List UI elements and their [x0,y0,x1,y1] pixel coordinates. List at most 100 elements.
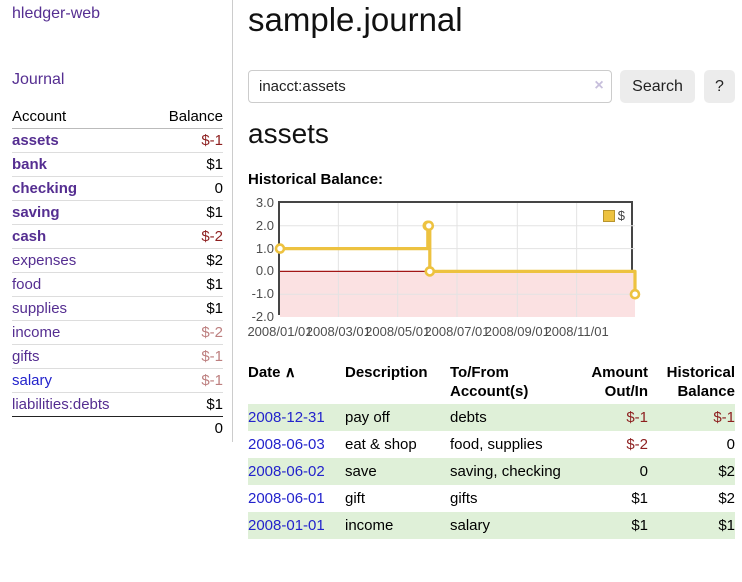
account-balance: $-1 [147,344,223,369]
transaction-accounts: salary [450,517,491,534]
transaction-amount: $-1 [626,409,648,426]
legend-label: $ [617,208,625,223]
sidebar: hledger-web Journal Account Balance asse… [0,0,233,442]
help-button[interactable]: ? [704,70,735,103]
accounts-table: Account Balance assets $-1 bank $1 checking 0… [12,105,223,440]
historical-balance-chart: $ 3.0 2.0 1.0 0.0 -1.0 -2.0 2008/01/01 2008/03… [247,195,735,342]
account-balance: $1 [147,392,223,417]
account-link[interactable]: cash [12,228,47,245]
account-row: food $1 [12,272,223,297]
account-row: income $-2 [12,320,223,345]
account-row: cash $-2 [12,224,223,249]
y-tick-label: 3.0 [255,195,274,210]
transaction-description: save [345,463,377,480]
account-balance: $1 [147,200,223,225]
account-link[interactable]: food [12,276,42,293]
account-balance: $-2 [147,224,223,249]
search-input[interactable] [248,70,612,103]
transaction-balance: 0 [726,436,735,453]
account-row: assets $-1 [12,129,223,153]
account-balance: $-1 [147,368,223,393]
transaction-date-link[interactable]: 2008-12-31 [248,409,325,426]
y-tick-label: 0.0 [255,263,274,279]
account-row: checking 0 [12,176,223,201]
account-balance: $-1 [201,132,223,149]
transactions-body: 2008-12-31 pay off debts $-1 $-1 2008-06-03 ea… [248,404,735,539]
th-description: Description [345,364,428,381]
account-balance: $2 [147,248,223,273]
transaction-amount: $-2 [626,436,648,453]
transaction-accounts: gifts [450,490,478,507]
x-tick-label: 2008/01/01 [247,324,313,339]
transaction-accounts: saving, checking [450,463,561,480]
sidebar-item-journal[interactable]: Journal [12,71,65,88]
th-balance: Historical Balance [666,364,735,400]
accounts-header-row: Account Balance [12,105,223,129]
transaction-date-link[interactable]: 2008-06-03 [248,436,325,453]
search-button[interactable]: Search [620,70,695,103]
y-tick-label: 1.0 [255,240,274,256]
account-heading: assets [248,118,329,149]
transaction-amount: $1 [631,517,648,534]
account-link[interactable]: bank [12,156,48,173]
transaction-row: 2008-12-31 pay off debts $-1 $-1 [248,404,735,431]
accounts-total-balance: 0 [147,416,223,440]
account-row: expenses $2 [12,248,223,273]
account-link[interactable]: salary [12,372,53,389]
account-row: gifts $-1 [12,344,223,369]
transaction-row: 2008-01-01 income salary $1 $1 [248,512,735,539]
account-link[interactable]: liabilities:debts [12,396,110,413]
x-tick-label: 2008/11/01 [544,324,609,339]
account-link[interactable]: assets [12,132,59,149]
account-link[interactable]: expenses [12,252,77,269]
accounts-header-balance: Balance [147,105,223,129]
accounts-table-body: assets $-1 bank $1 checking 0 saving $1 cash $-2 e… [12,129,223,417]
account-row: saving $1 [12,200,223,225]
transaction-date-link[interactable]: 2008-06-01 [248,490,325,507]
transaction-description: pay off [345,409,390,426]
sort-asc-icon: ∧ [284,364,296,381]
transaction-date-link[interactable]: 2008-01-01 [248,517,325,534]
th-date[interactable]: Date ∧ [248,364,296,381]
account-link[interactable]: supplies [12,300,68,317]
transaction-accounts: food, supplies [450,436,543,453]
search-form: × Search ? [248,70,735,103]
chart-title: Historical Balance: [248,171,384,188]
transactions-table: Date ∧ Description To/From Account(s) Am… [248,360,735,539]
account-row: salary $-1 [12,368,223,393]
account-link[interactable]: checking [12,180,78,197]
account-link[interactable]: gifts [12,348,40,365]
account-link[interactable]: saving [12,204,60,221]
page-title: sample.journal [248,1,463,38]
transaction-row: 2008-06-01 gift gifts $1 $2 [248,485,735,512]
th-amount: Amount Out/In [591,364,648,400]
account-balance: $1 [147,152,223,177]
transaction-description: income [345,517,394,534]
x-tick-label: 2008/03/01 [305,324,371,339]
transaction-description: gift [345,490,366,507]
x-tick-label: 2008/09/01 [484,324,550,339]
y-tick-label: -1.0 [251,286,274,302]
transaction-balance: $-1 [713,409,735,426]
transaction-date-link[interactable]: 2008-06-02 [248,463,325,480]
transaction-balance: $2 [718,463,735,480]
app-brand-link[interactable]: hledger-web [12,5,101,22]
th-accounts: To/From Account(s) [450,364,529,400]
x-tick-label: 2008/05/01 [365,324,431,339]
account-row: bank $1 [12,152,223,177]
transaction-accounts: debts [450,409,487,426]
transaction-amount: 0 [639,463,648,480]
transaction-balance: $1 [718,517,735,534]
x-tick-label: 2008/07/01 [424,324,490,339]
y-tick-label: -2.0 [251,309,274,324]
account-link[interactable]: income [12,324,61,341]
transaction-row: 2008-06-03 eat & shop food, supplies $-2 0 [248,431,735,458]
main-content: sample.journal × Search ? assets Histori… [247,0,735,582]
chart-plot-area: $ [274,201,641,317]
legend-swatch-icon [602,209,615,222]
accounts-header-account: Account [12,105,148,129]
transaction-amount: $1 [631,490,648,507]
account-balance: $1 [147,272,223,297]
transaction-description: eat & shop [345,436,417,453]
clear-search-icon[interactable]: × [594,77,604,94]
